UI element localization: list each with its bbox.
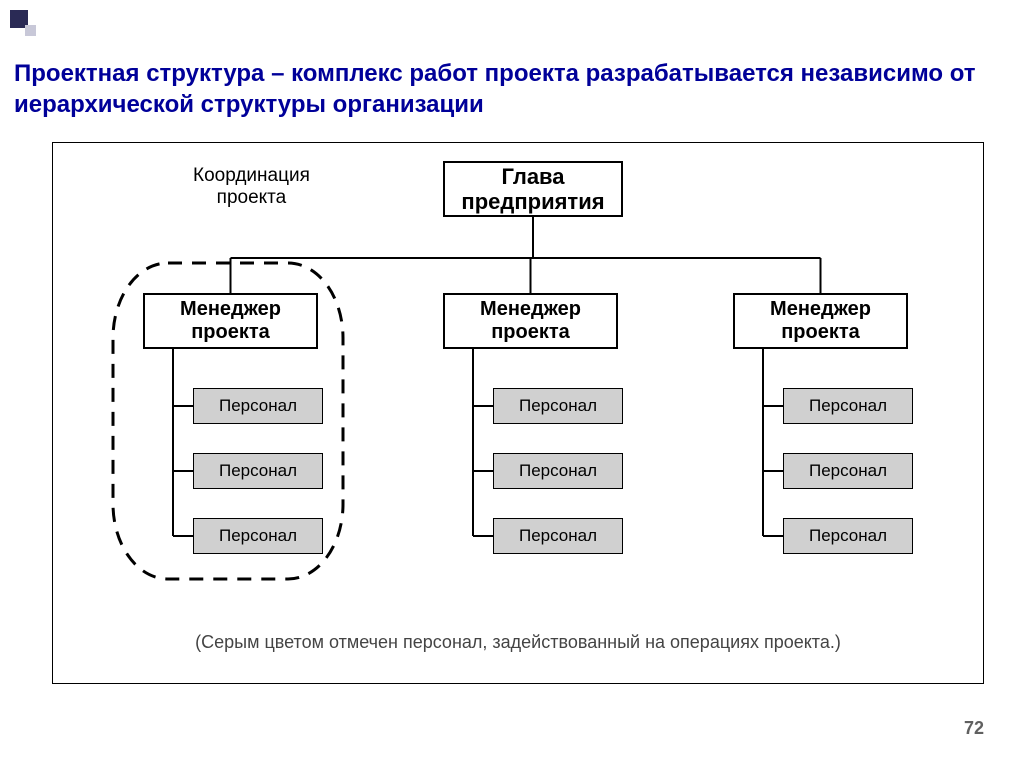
manager-node: Менеджерпроекта <box>733 293 908 349</box>
manager-node: Менеджерпроекта <box>143 293 318 349</box>
slide-bullet-icon <box>10 10 38 38</box>
staff-node: Персонал <box>193 518 323 554</box>
diagram-footnote: (Серым цветом отмечен персонал, задейств… <box>53 632 983 653</box>
page-number: 72 <box>964 718 984 739</box>
root-node: Главапредприятия <box>443 161 623 217</box>
staff-node: Персонал <box>193 453 323 489</box>
slide-title: Проектная структура – комплекс работ про… <box>14 58 984 120</box>
manager-node: Менеджерпроекта <box>443 293 618 349</box>
coordination-label: Координацияпроекта <box>193 165 310 209</box>
staff-node: Персонал <box>493 518 623 554</box>
staff-node: Персонал <box>783 388 913 424</box>
org-chart-diagram: Главапредприятия Менеджерпроекта Персонал П… <box>52 142 984 684</box>
staff-node: Персонал <box>783 518 913 554</box>
staff-node: Персонал <box>193 388 323 424</box>
staff-node: Персонал <box>783 453 913 489</box>
staff-node: Персонал <box>493 388 623 424</box>
staff-node: Персонал <box>493 453 623 489</box>
